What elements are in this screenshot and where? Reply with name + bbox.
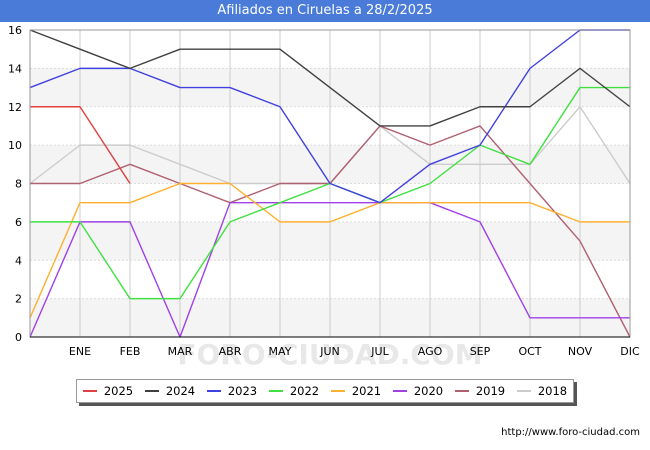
legend-swatch bbox=[82, 390, 97, 392]
series-line-2020 bbox=[29, 201, 630, 338]
y-tick-label: 2 bbox=[15, 293, 22, 306]
x-tick-label: DIC bbox=[620, 345, 640, 358]
series-line-2025 bbox=[30, 106, 131, 184]
line-chart: FORO-CIUDAD.COM 0 2 4 6 8 10 12 14 16 ENE FEB MAR A… bbox=[8, 24, 640, 371]
legend-label: 2022 bbox=[289, 384, 320, 398]
chart-title: Afiliados en Ciruelas a 28/2/2025 bbox=[0, 0, 650, 22]
legend-item-2023: 2023 bbox=[206, 384, 258, 398]
legend-item-2019: 2019 bbox=[454, 384, 506, 398]
source-url: http://www.foro-ciudad.com bbox=[501, 427, 640, 438]
x-tick-label: ABR bbox=[219, 345, 242, 358]
y-tick-label: 12 bbox=[8, 101, 22, 114]
legend-label: 2018 bbox=[537, 384, 568, 398]
x-tick-label: ENE bbox=[69, 345, 91, 358]
y-tick-label: 10 bbox=[8, 139, 22, 152]
series-lines bbox=[29, 29, 631, 338]
legend-item-2025: 2025 bbox=[82, 384, 134, 398]
series-line-2021 bbox=[29, 182, 630, 319]
x-tick-label: JUL bbox=[370, 345, 389, 358]
y-tick-label: 8 bbox=[15, 178, 22, 191]
legend-label: 2019 bbox=[475, 384, 506, 398]
legend-label: 2023 bbox=[227, 384, 258, 398]
legend: 2025 2024 2023 2022 2021 2020 2019 2018 bbox=[76, 379, 574, 403]
axes bbox=[29, 29, 631, 338]
legend-item-2020: 2020 bbox=[392, 384, 444, 398]
y-tick-label: 4 bbox=[15, 254, 22, 267]
watermark: FORO-CIUDAD.COM bbox=[177, 338, 482, 371]
legend-item-2021: 2021 bbox=[330, 384, 382, 398]
legend-swatch bbox=[144, 390, 159, 392]
x-tick-label: NOV bbox=[568, 345, 593, 358]
x-tick-label: MAY bbox=[269, 345, 292, 358]
legend-label: 2024 bbox=[165, 384, 196, 398]
legend-swatch bbox=[392, 390, 407, 392]
y-tick-label: 0 bbox=[15, 331, 22, 344]
legend-swatch bbox=[206, 390, 221, 392]
legend-swatch bbox=[330, 390, 345, 392]
legend-item-2024: 2024 bbox=[144, 384, 196, 398]
x-tick-label: FEB bbox=[120, 345, 141, 358]
x-tick-label: OCT bbox=[518, 345, 541, 358]
x-tick-label: AGO bbox=[418, 345, 443, 358]
legend-label: 2025 bbox=[103, 384, 134, 398]
x-tick-label: MAR bbox=[168, 345, 193, 358]
series-line-2024 bbox=[29, 29, 631, 127]
x-tick-label: JUN bbox=[319, 345, 340, 358]
y-tick-label: 14 bbox=[8, 62, 22, 75]
legend-swatch bbox=[516, 390, 531, 392]
y-tick-label: 16 bbox=[8, 24, 22, 37]
x-tick-labels: ENE FEB MAR ABR MAY JUN JUL AGO SEP OCT NOV DIC bbox=[69, 345, 640, 358]
legend-item-2022: 2022 bbox=[268, 384, 320, 398]
y-tick-labels: 0 2 4 6 8 10 12 14 16 bbox=[8, 24, 22, 344]
legend-label: 2020 bbox=[413, 384, 444, 398]
legend-item-2018: 2018 bbox=[516, 384, 568, 398]
legend-label: 2021 bbox=[351, 384, 382, 398]
x-tick-label: SEP bbox=[470, 345, 491, 358]
legend-swatch bbox=[268, 390, 283, 392]
y-tick-label: 6 bbox=[15, 216, 22, 229]
legend-swatch bbox=[454, 390, 469, 392]
